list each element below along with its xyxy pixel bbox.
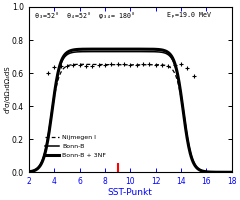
- X-axis label: SST-Punkt: SST-Punkt: [108, 188, 153, 197]
- Y-axis label: d³σ/dΩ₃dΩ₄dS: d³σ/dΩ₃dΩ₄dS: [3, 66, 11, 113]
- Legend: Nijmegen I, Bonn-B, Bonn-B + 3NF: Nijmegen I, Bonn-B, Bonn-B + 3NF: [44, 134, 108, 159]
- Text: θ₃=52°  θ₄=52°  φ₃₄= 180°: θ₃=52° θ₄=52° φ₃₄= 180°: [35, 12, 135, 19]
- Text: Eₚ=19.0 MeV: Eₚ=19.0 MeV: [167, 12, 211, 18]
